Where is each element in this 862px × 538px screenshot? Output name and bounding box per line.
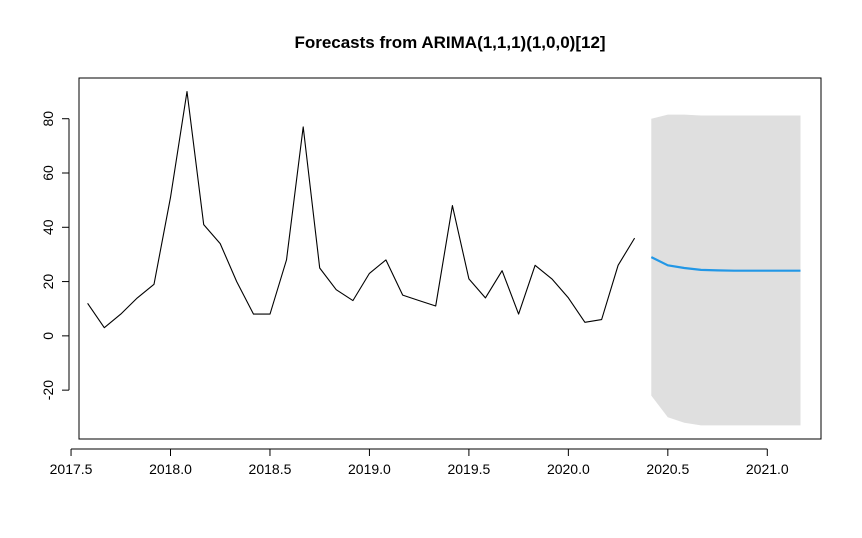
plot-area [87, 91, 801, 426]
x-axis: 2017.5 2018.0 2018.5 2019.0 2019.5 2020.0 2020… [50, 448, 789, 477]
forecast-series-line [650, 256, 801, 272]
y-tick-label: -20 [40, 380, 56, 400]
x-tick-label: 2019.5 [447, 461, 490, 477]
y-tick-label: 60 [40, 165, 56, 181]
chart-title: Forecasts from ARIMA(1,1,1)(1,0,0)[12] [294, 33, 605, 52]
x-tick-label: 2020.0 [547, 461, 590, 477]
x-tick-label: 2021.0 [746, 461, 789, 477]
x-tick-label: 2018.5 [249, 461, 292, 477]
y-axis: -20 0 20 40 60 80 [40, 111, 70, 400]
x-tick-label: 2020.5 [646, 461, 689, 477]
y-tick-label: 0 [40, 332, 56, 340]
x-tick-label: 2018.0 [149, 461, 192, 477]
observed-series-line [87, 91, 636, 329]
y-tick-label: 40 [40, 219, 56, 235]
y-tick-label: 80 [40, 111, 56, 127]
plot-frame [78, 77, 822, 440]
x-tick-label: 2017.5 [50, 461, 93, 477]
y-tick-label: 20 [40, 274, 56, 290]
x-tick-label: 2019.0 [348, 461, 391, 477]
